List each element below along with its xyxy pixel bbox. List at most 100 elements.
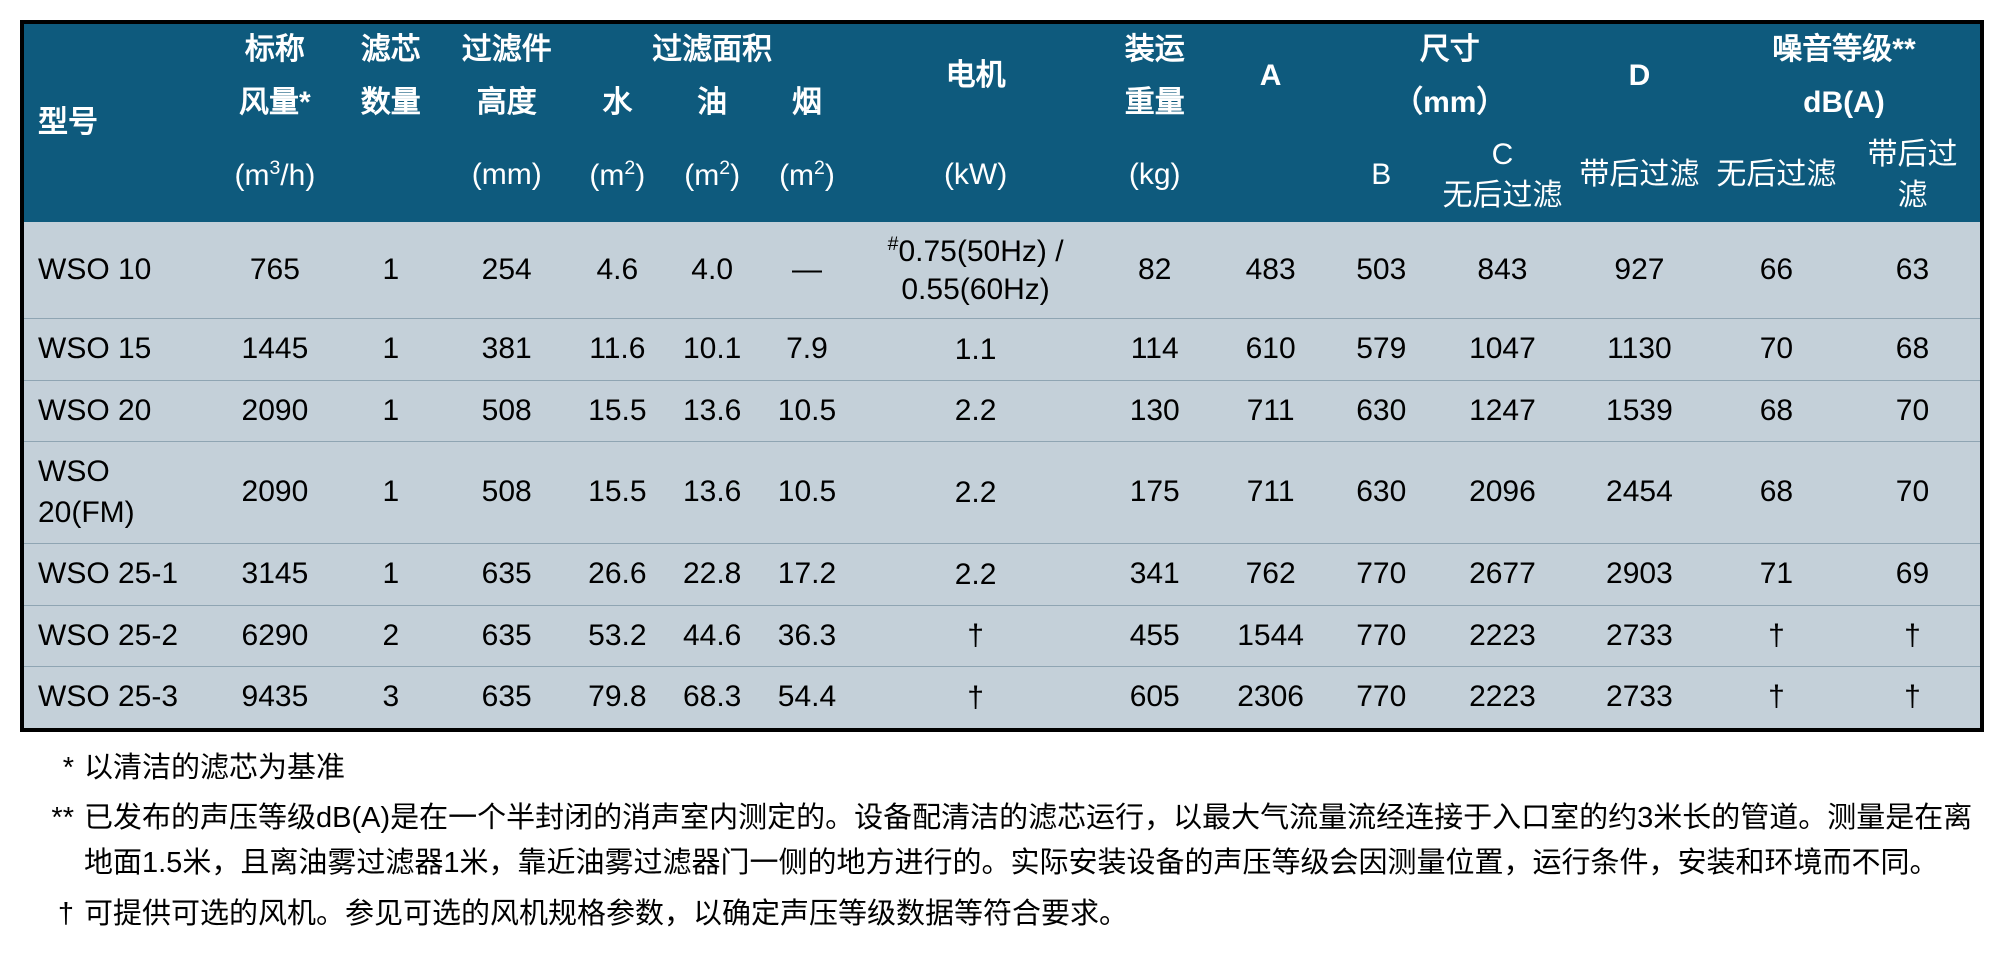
table-cell: 503 <box>1329 222 1434 319</box>
table-cell: 610 <box>1213 319 1329 381</box>
table-cell: 11.6 <box>570 319 665 381</box>
table-cell: WSO 20(FM) <box>22 442 212 544</box>
footnote-3-text: 可提供可选的风机。参见可选的风机规格参数，以确定声压等级数据等符合要求。 <box>84 892 1974 937</box>
table-cell: WSO 25-3 <box>22 667 212 730</box>
table-cell: 2 <box>338 605 443 667</box>
table-cell: 843 <box>1434 222 1571 319</box>
table-cell: 13.6 <box>665 442 760 544</box>
col-noise-no: 无后过滤 <box>1708 129 1845 222</box>
col-dim-l1: 尺寸 <box>1329 22 1571 77</box>
table-cell: 114 <box>1097 319 1213 381</box>
table-cell: 69 <box>1845 544 1982 606</box>
table-cell: 7.9 <box>760 319 855 381</box>
table-cell: † <box>1845 667 1982 730</box>
table-cell-motor: 1.1 <box>854 319 1096 381</box>
col-cart-l2: 数量 <box>338 77 443 130</box>
col-A: A <box>1213 22 1329 129</box>
table-cell: 579 <box>1329 319 1434 381</box>
table-cell: † <box>1845 605 1982 667</box>
table-cell: 68.3 <box>665 667 760 730</box>
table-cell: 635 <box>443 544 569 606</box>
table-cell: 63 <box>1845 222 1982 319</box>
table-row: WSO 20(FM)2090150815.513.610.52.21757116… <box>22 442 1982 544</box>
table-cell: † <box>1708 605 1845 667</box>
table-cell: 1 <box>338 442 443 544</box>
table-cell: 1 <box>338 380 443 442</box>
table-cell: 4.0 <box>665 222 760 319</box>
table-cell: 455 <box>1097 605 1213 667</box>
table-cell: 2454 <box>1571 442 1708 544</box>
table-cell: 2090 <box>212 442 338 544</box>
footnote-3: † 可提供可选的风机。参见可选的风机规格参数，以确定声压等级数据等符合要求。 <box>30 892 1974 937</box>
col-height-l2: 高度 <box>443 77 569 130</box>
table-cell: 17.2 <box>760 544 855 606</box>
table-cell: 630 <box>1329 380 1434 442</box>
col-noise-unit: dB(A) <box>1708 77 1982 130</box>
col-airflow-l2: 风量* <box>212 77 338 130</box>
col-model: 型号 <box>22 22 212 222</box>
table-cell: 711 <box>1213 380 1329 442</box>
table-cell: 70 <box>1845 380 1982 442</box>
table-cell: 1 <box>338 222 443 319</box>
table-cell: WSO 25-1 <box>22 544 212 606</box>
table-cell: 2223 <box>1434 667 1571 730</box>
table-row: WSO 151445138111.610.17.91.1114610579104… <box>22 319 1982 381</box>
table-cell: 2096 <box>1434 442 1571 544</box>
table-cell: 635 <box>443 605 569 667</box>
table-cell: 630 <box>1329 442 1434 544</box>
unit-A <box>1213 129 1329 222</box>
table-row: WSO 202090150815.513.610.52.213071163012… <box>22 380 1982 442</box>
table-cell: 2677 <box>1434 544 1571 606</box>
table-cell: WSO 20 <box>22 380 212 442</box>
unit-cart <box>338 129 443 222</box>
table-cell: 15.5 <box>570 442 665 544</box>
col-cart-l1: 滤芯 <box>338 22 443 77</box>
col-ship-l2: 重量 <box>1097 77 1213 130</box>
table-row: WSO 25-26290263553.244.636.3†45515447702… <box>22 605 1982 667</box>
table-cell: 765 <box>212 222 338 319</box>
table-cell: 26.6 <box>570 544 665 606</box>
table-cell: — <box>760 222 855 319</box>
table-cell: 68 <box>1708 442 1845 544</box>
table-cell: 66 <box>1708 222 1845 319</box>
table-row: WSO 25-39435363579.868.354.4†60523067702… <box>22 667 1982 730</box>
table-row: WSO 1076512544.64.0—#0.75(50Hz) /0.55(60… <box>22 222 1982 319</box>
table-cell: 10.5 <box>760 380 855 442</box>
table-cell: 68 <box>1708 380 1845 442</box>
table-cell: 1544 <box>1213 605 1329 667</box>
table-body: WSO 1076512544.64.0—#0.75(50Hz) /0.55(60… <box>22 222 1982 730</box>
table-cell: 15.5 <box>570 380 665 442</box>
unit-motor: (kW) <box>854 129 1096 222</box>
table-cell: 53.2 <box>570 605 665 667</box>
table-cell: 68 <box>1845 319 1982 381</box>
table-cell: 1130 <box>1571 319 1708 381</box>
table-row: WSO 25-13145163526.622.817.22.2341762770… <box>22 544 1982 606</box>
unit-airflow: (m3/h) <box>212 129 338 222</box>
table-cell: 508 <box>443 442 569 544</box>
footnote-2-mark: ** <box>30 796 84 886</box>
table-cell: 22.8 <box>665 544 760 606</box>
col-height-l1: 过滤件 <box>443 22 569 77</box>
table-cell: † <box>1708 667 1845 730</box>
table-cell-motor: 2.2 <box>854 380 1096 442</box>
footnote-2: ** 已发布的声压等级dB(A)是在一个半封闭的消声室内测定的。设备配清洁的滤芯… <box>30 796 1974 886</box>
col-airflow-l1: 标称 <box>212 22 338 77</box>
footnote-2-text: 已发布的声压等级dB(A)是在一个半封闭的消声室内测定的。设备配清洁的滤芯运行，… <box>84 796 1974 886</box>
footnotes: * 以清洁的滤芯为基准 ** 已发布的声压等级dB(A)是在一个半封闭的消声室内… <box>20 732 1984 938</box>
table-header: 型号 标称 滤芯 过滤件 过滤面积 电机 装运 A 尺寸 D 噪音等级** 风量… <box>22 22 1982 222</box>
spec-table: 型号 标称 滤芯 过滤件 过滤面积 电机 装运 A 尺寸 D 噪音等级** 风量… <box>20 20 1984 732</box>
table-cell: 2733 <box>1571 605 1708 667</box>
table-cell: 2090 <box>212 380 338 442</box>
table-cell: 1445 <box>212 319 338 381</box>
unit-height: (mm) <box>443 129 569 222</box>
table-cell: 70 <box>1708 319 1845 381</box>
table-cell: 70 <box>1845 442 1982 544</box>
table-cell: 54.4 <box>760 667 855 730</box>
table-cell-motor: #0.75(50Hz) /0.55(60Hz) <box>854 222 1096 319</box>
table-cell: 71 <box>1708 544 1845 606</box>
table-cell: 13.6 <box>665 380 760 442</box>
col-noise: 噪音等级** <box>1708 22 1982 77</box>
table-cell: 254 <box>443 222 569 319</box>
table-cell: 175 <box>1097 442 1213 544</box>
col-oil: 油 <box>665 77 760 130</box>
